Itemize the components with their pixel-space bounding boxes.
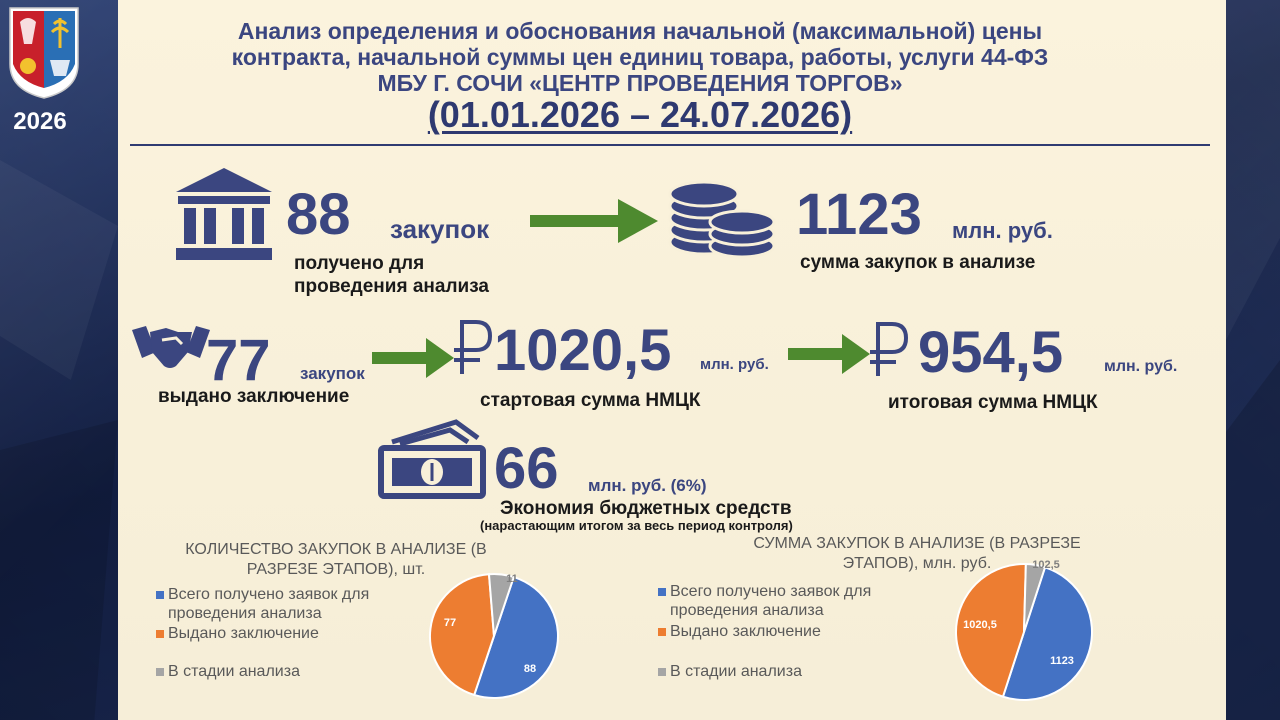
savings-caption: Экономия бюджетных средств bbox=[500, 498, 792, 519]
savings-value: 66 bbox=[494, 436, 559, 501]
title-divider bbox=[130, 144, 1210, 146]
legend-label: В стадии анализа bbox=[670, 663, 802, 680]
pie-slice bbox=[487, 573, 516, 637]
sum-value: 1123 bbox=[796, 182, 922, 247]
caption-line: получено для bbox=[294, 253, 425, 274]
page-title: Анализ определения и обоснования начальн… bbox=[140, 18, 1140, 96]
issued-unit: закупок bbox=[300, 364, 365, 383]
pie-data-label: 11 bbox=[506, 573, 518, 585]
chart-title-line: РАЗРЕЗЕ ЭТАПОВ), шт. bbox=[246, 561, 426, 578]
bank-building-icon bbox=[176, 168, 272, 260]
issued-value: 77 bbox=[206, 328, 271, 393]
green-arrow-icon bbox=[788, 334, 870, 374]
background-facet bbox=[1226, 0, 1280, 340]
background-facet bbox=[0, 420, 118, 720]
savings-note: (нарастающим итогом за весь период контр… bbox=[480, 518, 793, 533]
title-line: Анализ определения и обоснования начальн… bbox=[237, 18, 1043, 44]
pie-data-label: 1123 bbox=[1050, 655, 1074, 667]
received-caption: получено для проведения анализа bbox=[294, 252, 489, 298]
legend-swatch bbox=[658, 668, 666, 676]
legend-label: Всего получено заявок для проведения анал… bbox=[168, 586, 370, 622]
chart-title: КОЛИЧЕСТВО ЗАКУПОК В АНАЛИЗЕ (В РАЗРЕЗЕ … bbox=[146, 540, 526, 580]
ruble-sign-icon bbox=[870, 322, 909, 376]
start-nmck-caption: стартовая сумма НМЦК bbox=[480, 390, 701, 411]
sum-caption: сумма закупок в анализе bbox=[800, 252, 1036, 273]
legend-swatch bbox=[156, 668, 164, 676]
pie-data-label: 1020,5 bbox=[963, 619, 997, 631]
pie-slice bbox=[955, 563, 1027, 698]
received-value: 88 bbox=[286, 182, 351, 247]
sum-unit: млн. руб. bbox=[952, 218, 1053, 243]
banknotes-icon bbox=[378, 419, 486, 499]
caption-line: проведения анализа bbox=[294, 276, 489, 297]
report-period: (01.01.2026 – 24.07.2026) bbox=[140, 94, 1140, 136]
title-line: контракта, начальной суммы цен единиц то… bbox=[231, 44, 1049, 70]
legend-label: Выдано заключение bbox=[168, 625, 319, 642]
start-nmck-unit: млн. руб. bbox=[700, 356, 769, 373]
received-unit: закупок bbox=[390, 214, 490, 244]
issued-caption: выдано заключение bbox=[158, 386, 350, 407]
legend-swatch bbox=[658, 588, 666, 596]
savings-unit: млн. руб. (6%) bbox=[588, 476, 707, 495]
chart-title-line: ЭТАПОВ), млн. руб. bbox=[842, 555, 992, 572]
pie-chart-sum: 1123 1020,5 102,5 bbox=[955, 559, 1093, 701]
pie-data-label: 77 bbox=[444, 617, 456, 629]
chart-title: СУММА ЗАКУПОК В АНАЛИЗЕ (В РАЗРЕЗЕ ЭТАПО… bbox=[722, 534, 1112, 574]
legend-label: Всего получено заявок для проведения анал… bbox=[670, 583, 872, 619]
pie-slice bbox=[472, 575, 559, 699]
chart-title-line: СУММА ЗАКУПОК В АНАЛИЗЕ (В РАЗРЕЗЕ bbox=[753, 535, 1081, 552]
legend-label: В стадии анализа bbox=[168, 663, 300, 680]
chart-title-line: КОЛИЧЕСТВО ЗАКУПОК В АНАЛИЗЕ (В bbox=[185, 541, 487, 558]
ruble-sign-icon bbox=[454, 320, 493, 374]
legend-swatch bbox=[156, 591, 164, 599]
green-arrow-icon bbox=[372, 338, 454, 378]
pie-data-label: 88 bbox=[524, 663, 536, 675]
pie-chart-count: 88 77 11 bbox=[429, 573, 559, 699]
year-label: 2026 bbox=[13, 108, 67, 135]
background-facet bbox=[1226, 360, 1280, 720]
green-arrow-icon bbox=[530, 199, 658, 243]
pie-slice bbox=[1001, 566, 1093, 701]
title-line: МБУ Г. СОЧИ «ЦЕНТР ПРОВЕДЕНИЯ ТОРГОВ» bbox=[377, 70, 903, 96]
period-text: (01.01.2026 – 24.07.2026) bbox=[427, 94, 853, 135]
pie-slice bbox=[1023, 562, 1047, 633]
coins-stack-icon bbox=[668, 180, 776, 259]
final-nmck-unit: млн. руб. bbox=[1104, 358, 1178, 375]
final-nmck-value: 954,5 bbox=[918, 320, 1064, 385]
final-nmck-caption: итоговая сумма НМЦК bbox=[888, 392, 1098, 413]
legend-label: Выдано заключение bbox=[670, 623, 821, 640]
sochi-coat-of-arms-icon bbox=[9, 7, 79, 99]
legend-swatch bbox=[658, 628, 666, 636]
start-nmck-value: 1020,5 bbox=[494, 318, 672, 383]
pie-data-label: 102,5 bbox=[1032, 559, 1060, 571]
background-facet bbox=[0, 160, 118, 380]
legend-swatch bbox=[156, 630, 164, 638]
handshake-icon bbox=[132, 326, 210, 368]
pie-slice bbox=[429, 573, 496, 697]
